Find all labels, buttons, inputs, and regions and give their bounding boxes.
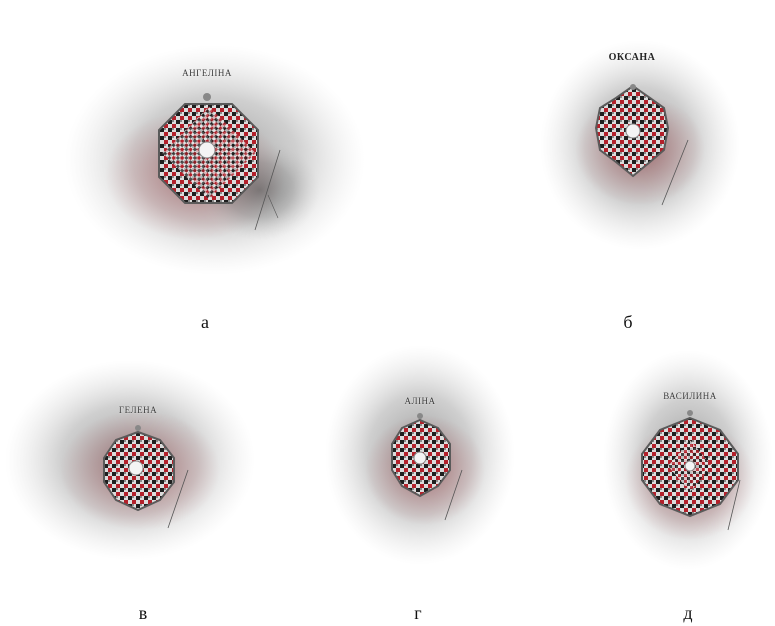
pendant-v <box>103 425 175 512</box>
pendant-name-b: ОКСАНА <box>608 52 656 63</box>
caption-b: б <box>623 312 633 332</box>
pendant-name-d: ВАСИЛИНА <box>663 391 717 401</box>
caption-d: д <box>683 603 693 623</box>
pendant-a <box>158 93 259 204</box>
pendant-name-g: АЛІНА <box>404 396 436 406</box>
pendant-name-v: ГЕЛЕНА <box>118 405 158 415</box>
caption-a: а <box>201 312 209 332</box>
pendant-b <box>594 84 670 178</box>
pendant-d <box>641 410 739 518</box>
caption-g: г <box>414 603 422 623</box>
caption-v: в <box>138 603 148 623</box>
pendant-name-a: АНГЕЛІНА <box>182 68 232 78</box>
pendant-g <box>391 413 451 498</box>
